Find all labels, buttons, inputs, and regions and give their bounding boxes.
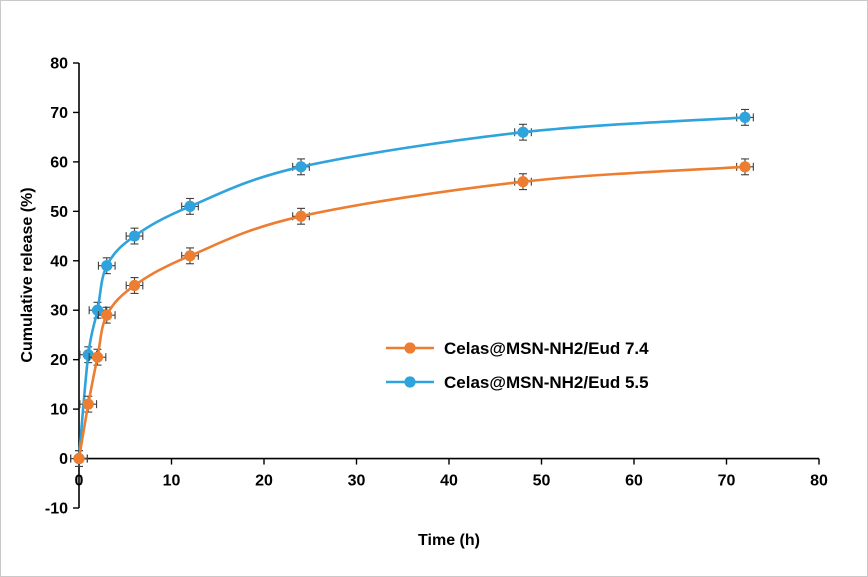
legend-label: Celas@MSN-NH2/Eud 7.4	[444, 339, 649, 358]
x-tick-label: 20	[255, 473, 273, 490]
legend-marker	[404, 342, 416, 354]
series-0	[70, 158, 754, 468]
series-1	[70, 108, 754, 468]
y-axis: -10 0 10 20 30 40 50 60 70 80	[45, 56, 80, 518]
x-tick-label: 10	[163, 473, 181, 490]
x-tick-label: 30	[348, 473, 366, 490]
x-axis: 0 10 20 30 40 50 60 70 80	[75, 457, 828, 490]
data-point-marker	[82, 398, 94, 410]
y-tick-label: 30	[50, 303, 68, 320]
x-tick-label: 0	[75, 473, 84, 490]
error-bars	[70, 158, 754, 468]
x-tick-label: 70	[718, 473, 736, 490]
y-axis-title: Cumulative release (%)	[19, 187, 36, 363]
data-point-marker	[739, 111, 751, 123]
data-point-marker	[739, 161, 751, 173]
x-tick-label: 50	[533, 473, 551, 490]
data-point-marker	[91, 351, 104, 363]
data-point-marker	[73, 452, 85, 465]
data-point-marker	[295, 161, 307, 173]
y-tick-label: 10	[50, 402, 68, 419]
y-tick-label: 80	[50, 56, 68, 73]
data-point-marker	[295, 210, 307, 222]
data-point-marker	[517, 126, 529, 138]
legend: Celas@MSN-NH2/Eud 7.4 Celas@MSN-NH2/Eud 5…	[386, 339, 649, 392]
x-axis-title: Time (h)	[418, 532, 480, 549]
y-tick-label: 50	[50, 204, 68, 221]
data-point-marker	[128, 230, 141, 242]
y-tick-label: 40	[50, 253, 68, 270]
x-tick-label: 60	[625, 473, 643, 490]
x-tick-label: 40	[440, 473, 458, 490]
y-tick-label: 70	[50, 105, 68, 122]
data-point-marker	[101, 260, 113, 272]
data-point-marker	[517, 176, 529, 188]
series-line	[77, 116, 747, 460]
y-tick-label: 60	[50, 154, 68, 171]
data-point-marker	[128, 279, 141, 292]
legend-item: Celas@MSN-NH2/Eud 7.4	[386, 339, 649, 358]
y-tick-label: -10	[45, 501, 68, 518]
legend-label: Celas@MSN-NH2/Eud 5.5	[444, 373, 649, 392]
data-point-marker	[184, 200, 196, 212]
legend-item: Celas@MSN-NH2/Eud 5.5	[386, 373, 649, 392]
error-bars	[70, 108, 754, 468]
data-point-marker	[91, 304, 104, 316]
x-tick-label: 80	[810, 473, 828, 490]
data-point-marker	[184, 250, 196, 262]
y-tick-label: 0	[59, 451, 68, 468]
y-tick-label: 20	[50, 352, 68, 369]
legend-marker	[404, 376, 416, 388]
data-point-marker	[101, 309, 113, 321]
